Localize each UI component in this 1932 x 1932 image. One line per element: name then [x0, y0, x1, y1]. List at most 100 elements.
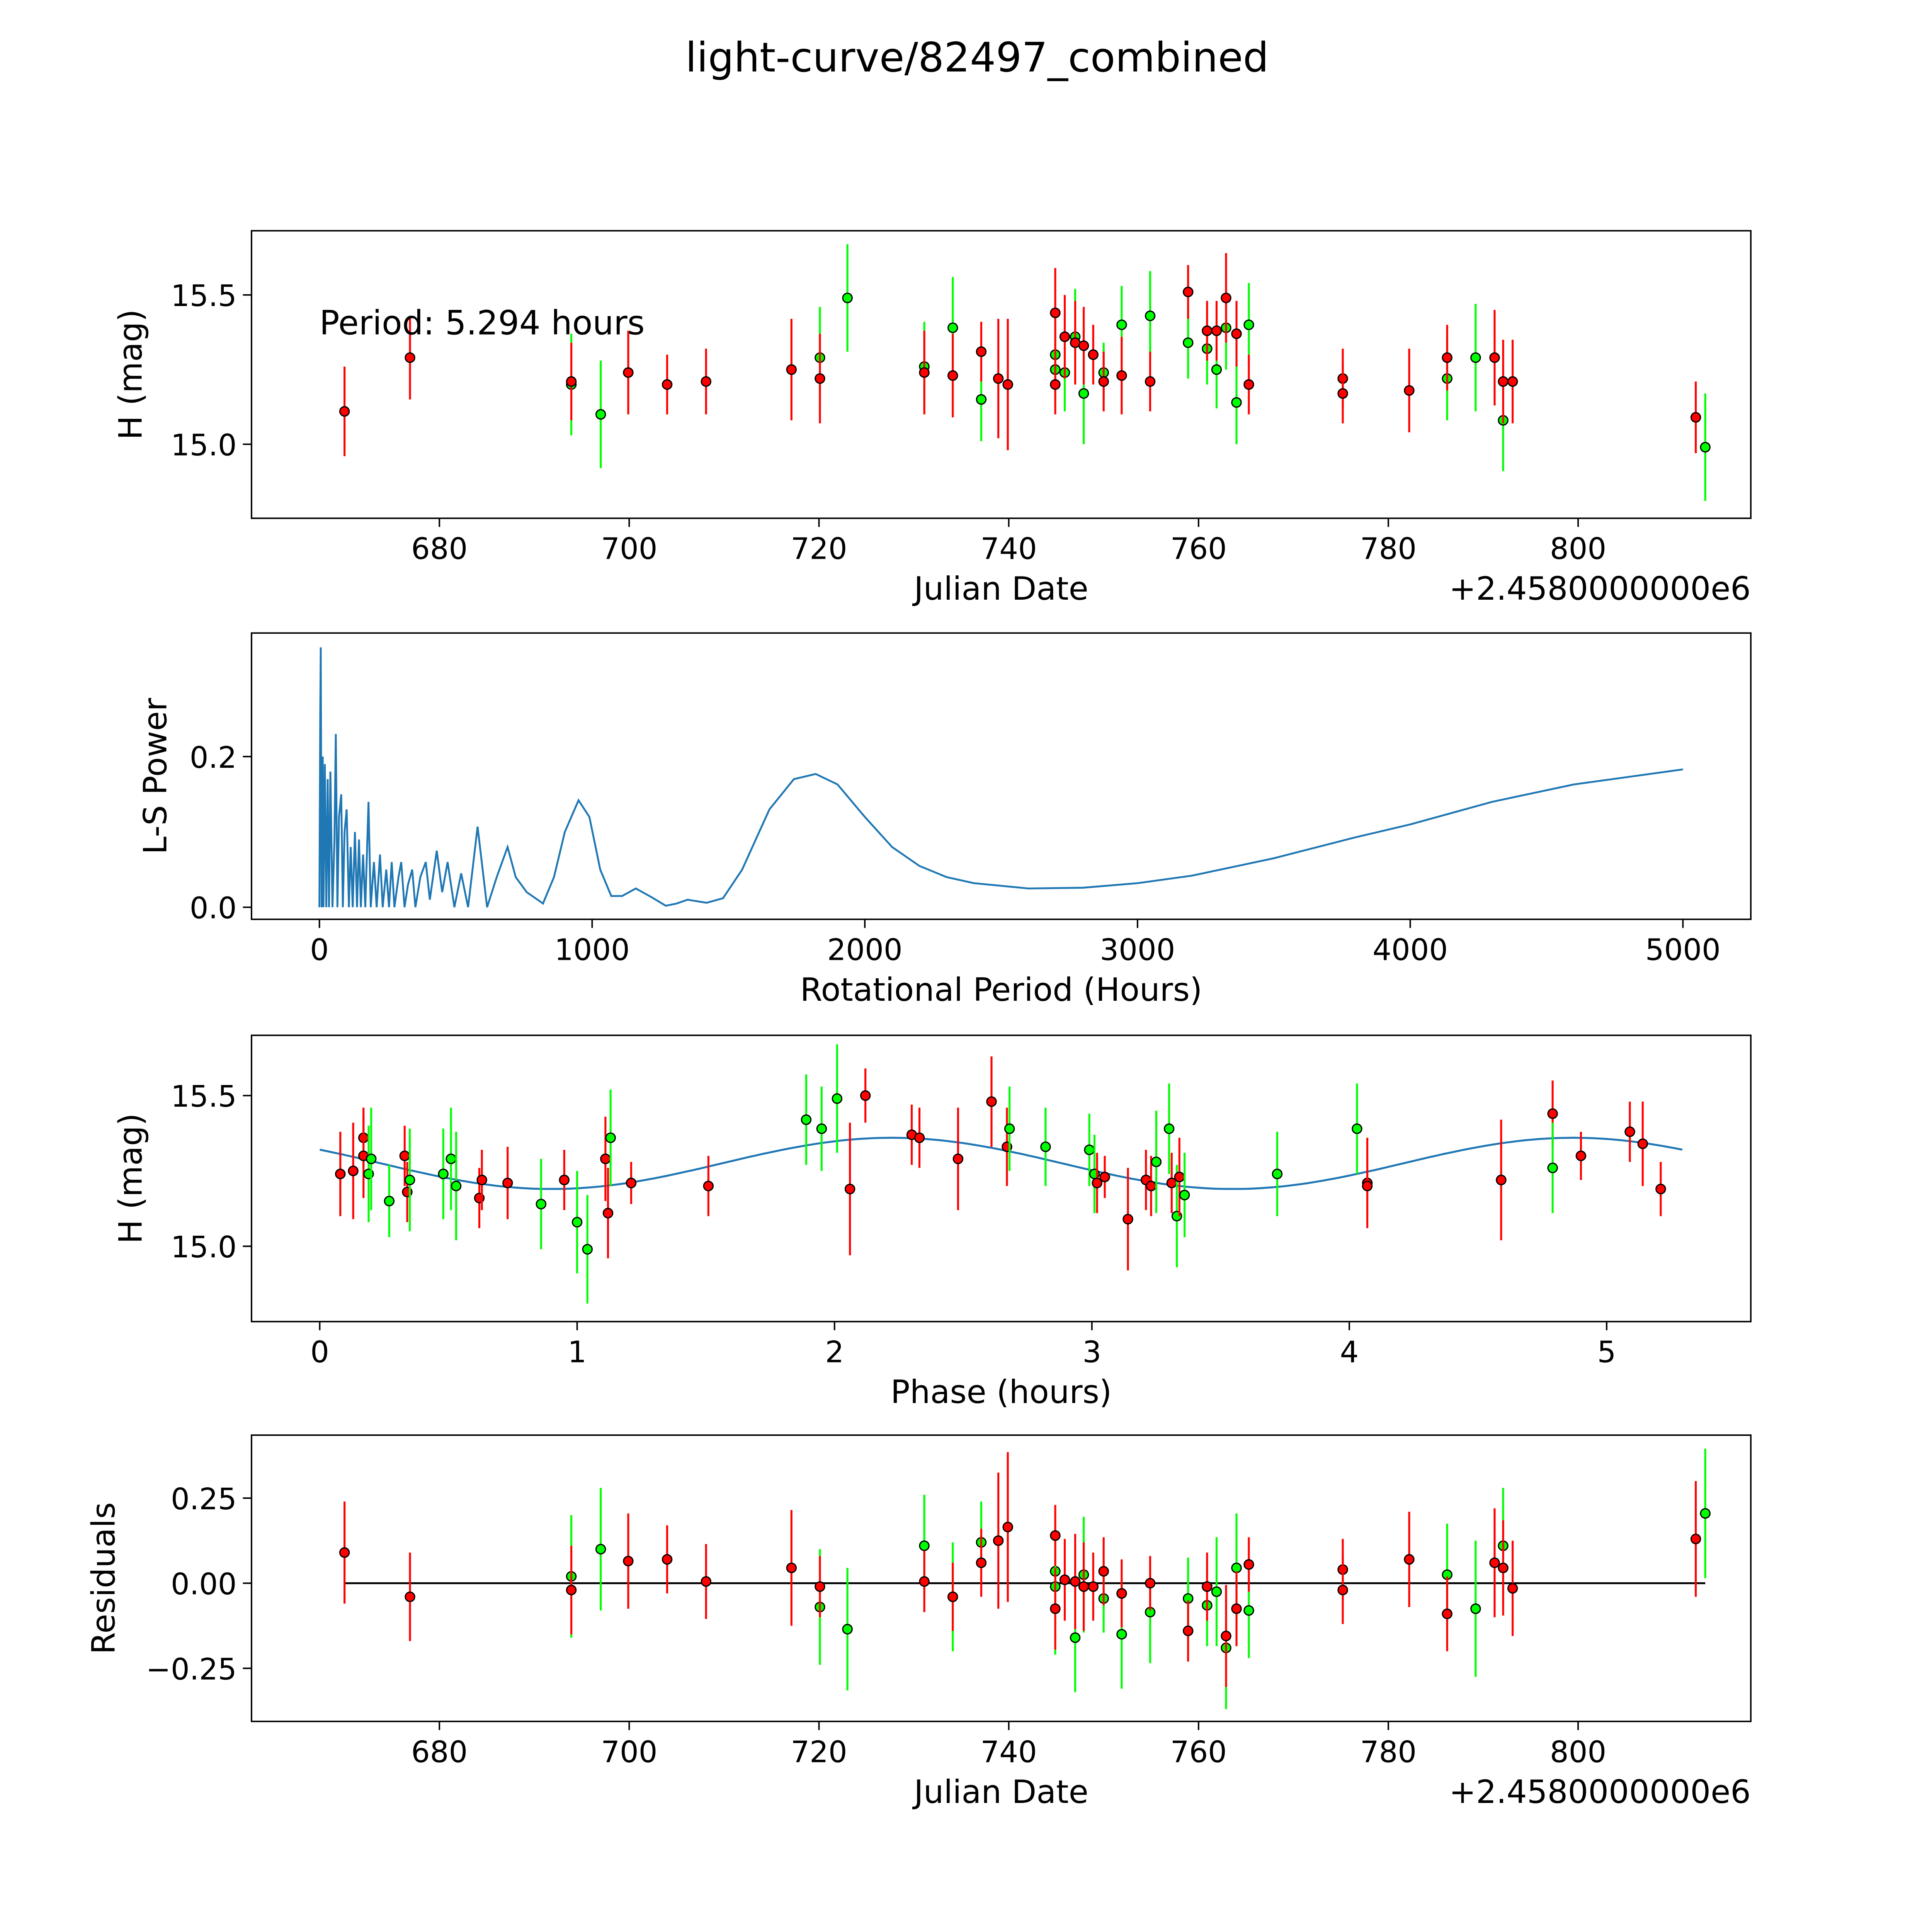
data-point-red [602, 1168, 614, 1259]
data-point-red [1059, 1539, 1070, 1621]
marker [536, 1199, 547, 1209]
x-tick-label: 760 [1170, 1735, 1227, 1769]
plot-area [320, 1044, 1683, 1304]
data-point-red [1088, 325, 1099, 385]
marker [947, 370, 958, 381]
x-tick-label: 740 [981, 532, 1037, 566]
data-point-red [405, 1553, 415, 1641]
marker [1243, 379, 1254, 390]
data-point-red [566, 1546, 577, 1634]
marker [566, 376, 577, 387]
data-point-red [405, 316, 415, 400]
data-point-red [1183, 265, 1194, 319]
marker [1231, 397, 1242, 408]
marker [947, 1591, 958, 1602]
data-point-red [1507, 1541, 1518, 1636]
marker [1489, 352, 1500, 363]
marker [502, 1177, 513, 1189]
marker [1059, 1574, 1070, 1585]
marker [384, 1196, 395, 1207]
marker [559, 1175, 570, 1185]
data-point-red [1243, 1537, 1254, 1592]
x-tick-label: 4 [1340, 1335, 1359, 1370]
periodogram-line [318, 647, 1683, 908]
y-tick-label: 15.0 [171, 1230, 237, 1265]
data-point-red [1098, 1537, 1109, 1605]
data-point-red [1221, 253, 1231, 343]
data-point-green [1004, 1086, 1015, 1171]
marker [1202, 1581, 1213, 1592]
marker [1231, 328, 1242, 339]
marker [1092, 1177, 1102, 1189]
x-tick-label: 800 [1550, 532, 1606, 566]
axes-frame [251, 1434, 1752, 1722]
marker [571, 1217, 583, 1228]
marker [1690, 1534, 1701, 1544]
marker [335, 1168, 346, 1179]
marker [476, 1175, 487, 1185]
data-point-green [842, 1568, 853, 1690]
data-point-red [1146, 1156, 1156, 1216]
data-point-green [801, 1074, 812, 1165]
data-point-green [404, 1129, 415, 1231]
data-point-red [1092, 1153, 1102, 1213]
data-point-red [559, 1150, 570, 1210]
x-tick-label: 1 [568, 1335, 587, 1370]
marker [1088, 1581, 1099, 1592]
data-point-red [1145, 352, 1156, 412]
marker [986, 1096, 997, 1107]
data-point-red [1078, 1542, 1089, 1631]
data-point-green [366, 1107, 377, 1210]
x-tick-label: 4000 [1372, 933, 1448, 968]
marker [1040, 1141, 1051, 1152]
marker [1145, 376, 1156, 387]
x-tick-label: 680 [411, 532, 468, 566]
axes-frame [251, 1034, 1752, 1323]
marker [815, 1581, 825, 1592]
data-point-red [502, 1146, 513, 1219]
data-point-red [626, 1162, 637, 1204]
marker [816, 1123, 827, 1134]
marker [1078, 340, 1089, 351]
marker [1221, 293, 1231, 303]
data-point-red [1070, 1534, 1081, 1629]
marker [914, 1132, 925, 1143]
marker [626, 1177, 637, 1189]
marker [1243, 319, 1254, 330]
axes-frame [251, 632, 1752, 920]
marker [786, 364, 797, 375]
x-offset-label: +2.4580000000e6 [1449, 570, 1751, 607]
data-point-red [1116, 337, 1127, 415]
data-point-red [1231, 301, 1242, 367]
y-tick-label: 15.5 [171, 1080, 237, 1114]
x-tick-label: 2 [825, 1335, 844, 1370]
x-tick-label: 800 [1550, 1735, 1606, 1769]
data-point-red [914, 1107, 925, 1168]
marker [582, 1244, 593, 1255]
marker [1099, 1172, 1110, 1182]
data-point-green [1470, 1541, 1481, 1677]
data-point-red [1507, 340, 1518, 423]
marker [1116, 370, 1127, 381]
data-point-red [1202, 1553, 1213, 1621]
marker [1070, 1576, 1081, 1587]
marker [1174, 1172, 1185, 1182]
data-point-red [860, 1068, 871, 1123]
data-point-red [919, 331, 930, 415]
marker [339, 1547, 350, 1558]
marker [701, 376, 711, 387]
marker [1050, 307, 1061, 318]
data-point-red [786, 319, 797, 420]
marker [1700, 1508, 1711, 1519]
y-axis-label: H (mag) [112, 309, 150, 440]
data-point-red [1059, 295, 1070, 379]
figure: light-curve/82497_combined 680 700 720 740 7… [10, 0, 1922, 1913]
y-tick-label: 0.0 [190, 891, 237, 926]
data-point-red [623, 331, 634, 415]
marker [842, 1624, 853, 1634]
marker [1151, 1156, 1162, 1167]
marker [1084, 1145, 1095, 1155]
marker [1179, 1190, 1190, 1201]
marker [662, 379, 673, 390]
x-tick-label: 700 [601, 532, 657, 566]
